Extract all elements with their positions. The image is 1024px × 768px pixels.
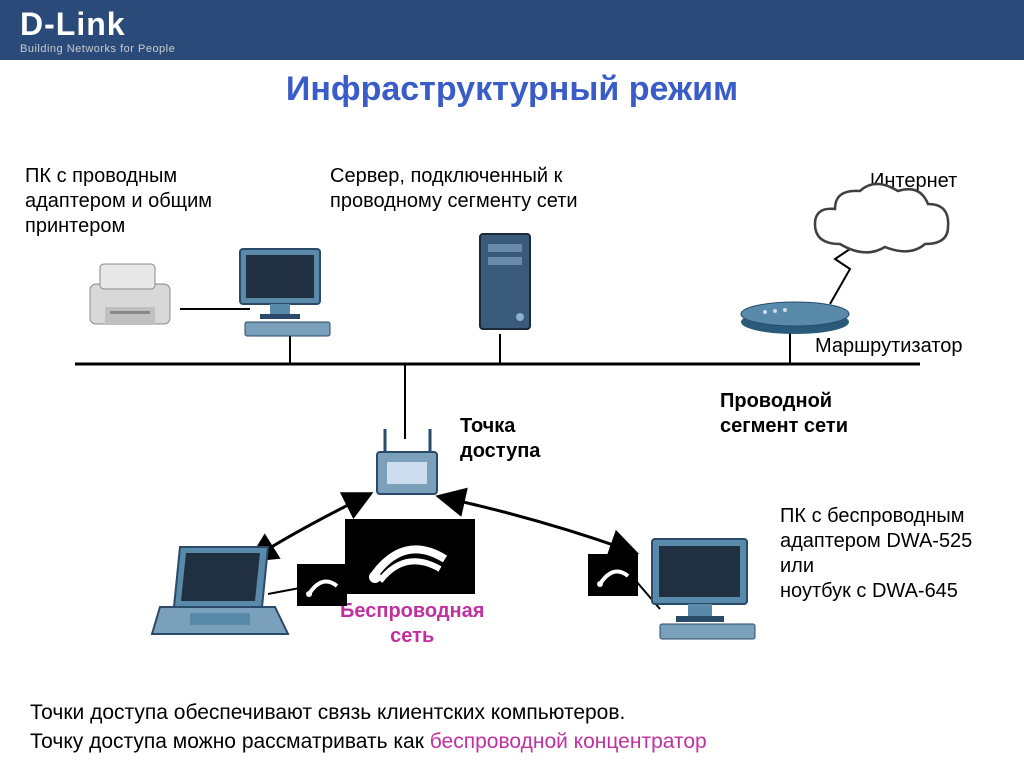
bottom-caption: Точки доступа обеспечивают связь клиентс…: [30, 699, 994, 756]
server-icon: [470, 229, 540, 344]
header: D-Link Building Networks for People: [0, 0, 1024, 60]
label-pc-printer: ПК с проводным адаптером и общим принтер…: [25, 164, 285, 239]
text: Сервер, подключенный к проводному сегмен…: [330, 165, 578, 212]
cloud-icon: [800, 179, 960, 279]
diagram-canvas: ПК с проводным адаптером и общим принтер…: [0, 109, 1024, 749]
router-icon: [735, 294, 855, 344]
wifi-card-2-icon: [588, 554, 638, 601]
dwa645: DWA-645: [872, 580, 958, 602]
access-point-icon: [365, 424, 450, 509]
caption-2a: Точку доступа можно рассматривать как: [30, 730, 430, 753]
label-client-pc: ПК с беcпроводным адаптером DWA-525 или …: [780, 504, 1010, 604]
text2: или ноутбук с: [780, 555, 872, 602]
laptop-icon: [150, 539, 290, 649]
label-wired-segment: Проводной сегмент сети: [720, 389, 848, 439]
dwa525: DWA-525: [886, 530, 972, 552]
wireless-symbol-icon: [345, 519, 475, 599]
page-title: Инфраструктурный режим: [0, 70, 1024, 109]
logo-block: D-Link Building Networks for People: [20, 6, 175, 55]
text: ПК с проводным адаптером и общим принтер…: [25, 165, 212, 237]
client-pc-icon: [640, 534, 770, 649]
caption-2b: беспроводной концентратор: [430, 730, 707, 753]
label-wireless-net: Беспроводная сеть: [340, 599, 484, 649]
label-server: Сервер, подключенный к проводному сегмен…: [330, 164, 650, 214]
logo-tagline: Building Networks for People: [20, 43, 175, 55]
caption-line1: Точки доступа обеспечивают связь клиентс…: [30, 699, 994, 727]
printer-icon: [75, 259, 185, 339]
pc-monitor-icon: [230, 244, 350, 349]
caption-line2: Точку доступа можно рассматривать как бе…: [30, 728, 994, 756]
label-ap: Точка доступа: [460, 414, 540, 464]
logo-text: D-Link: [20, 6, 175, 43]
wifi-card-1-icon: [297, 564, 347, 611]
